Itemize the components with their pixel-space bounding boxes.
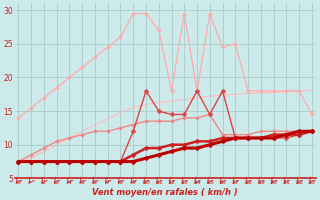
X-axis label: Vent moyen/en rafales ( km/h ): Vent moyen/en rafales ( km/h ): [92, 188, 238, 197]
